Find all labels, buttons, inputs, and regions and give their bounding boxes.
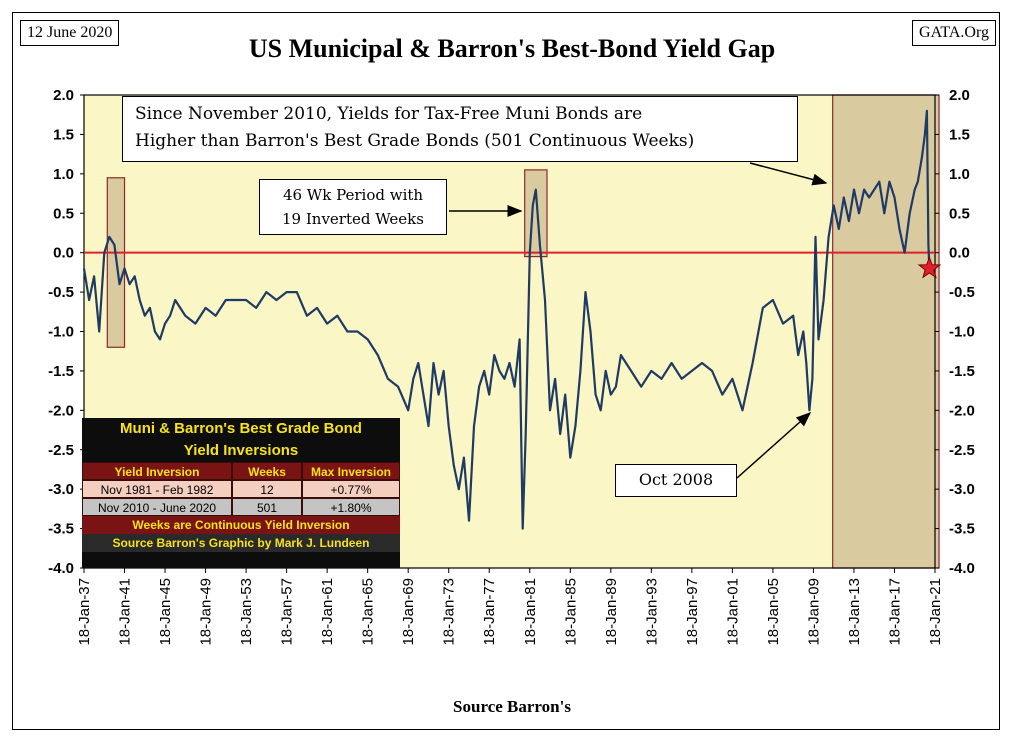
y-tick-label: -3.5 <box>48 521 74 538</box>
table-cell: Nov 1981 - Feb 1982 <box>82 480 232 498</box>
annotation-line: Since November 2010, Yields for Tax-Free… <box>135 104 643 124</box>
x-tick-label: 18-Jan-61 <box>319 578 336 646</box>
highlight-region <box>524 169 548 258</box>
table-title: Muni & Barron's Best Grade Bond <box>120 420 362 437</box>
yield-gap-line <box>82 109 931 530</box>
y-tick-label: -1.0 <box>949 324 975 341</box>
y-tick-label: 1.5 <box>949 126 970 143</box>
y-tick-label: 0.5 <box>53 205 74 222</box>
x-tick-label: 18-Jan-41 <box>117 578 134 646</box>
x-tick-label: 18-Jan-37 <box>76 578 93 646</box>
x-tick-label: 18-Jan-89 <box>603 578 620 646</box>
y-tick-label: -2.5 <box>48 442 74 459</box>
y-tick-label: -3.5 <box>949 521 975 538</box>
x-tick-label: 18-Jan-21 <box>927 578 944 646</box>
arrow-oct-2008 <box>736 412 812 479</box>
y-tick-label: 0.0 <box>949 245 970 262</box>
table-cell: +1.80% <box>302 498 400 516</box>
y-tick-label: 1.5 <box>53 126 74 143</box>
annotation-46-week: 46 Wk Period with 19 Inverted Weeks <box>259 179 447 235</box>
y-tick-label: 1.0 <box>53 166 74 183</box>
table-header: Weeks <box>232 462 302 480</box>
y-tick-label: -2.0 <box>48 402 74 419</box>
annotation-oct-2008: Oct 2008 <box>615 464 737 497</box>
arrow-since-2010 <box>749 162 828 186</box>
x-tick-label: 18-Jan-97 <box>684 578 701 646</box>
annotation-since-2010: Since November 2010, Yields for Tax-Free… <box>122 96 798 162</box>
x-tick-label: 18-Jan-13 <box>846 578 863 646</box>
table-footer: Weeks are Continuous Yield Inversion <box>82 516 400 534</box>
y-tick-label: -2.5 <box>949 442 975 459</box>
chart-title: US Municipal & Barron's Best-Bond Yield … <box>248 34 776 63</box>
highlight-region <box>832 94 940 569</box>
x-tick-label: 18-Jan-81 <box>522 578 539 646</box>
table-cell: +0.77% <box>302 480 400 498</box>
x-tick-label: 18-Jan-09 <box>805 578 822 646</box>
y-tick-label: 2.0 <box>53 87 74 104</box>
table-cell: 501 <box>232 498 302 516</box>
y-tick-label: -4.0 <box>949 560 975 577</box>
table-cell: Nov 2010 - June 2020 <box>82 498 232 516</box>
x-tick-label: 18-Jan-45 <box>157 578 174 646</box>
y-tick-label: 0.5 <box>949 205 970 222</box>
x-tick-label: 18-Jan-49 <box>198 578 215 646</box>
y-tick-label: 1.0 <box>949 166 970 183</box>
y-tick-label: -3.0 <box>949 481 975 498</box>
table-credit: Source Barron's Graphic by Mark J. Lunde… <box>82 534 400 552</box>
y-tick-label: -3.0 <box>48 481 74 498</box>
y-tick-label: -0.5 <box>48 284 74 301</box>
y-tick-label: 2.0 <box>949 87 970 104</box>
table-cell: 12 <box>232 480 302 498</box>
y-tick-label: -1.0 <box>48 324 74 341</box>
x-tick-label: 18-Jan-53 <box>238 578 255 646</box>
x-tick-label: 18-Jan-01 <box>724 578 741 646</box>
x-tick-label: 18-Jan-77 <box>481 578 498 646</box>
x-tick-label: 18-Jan-05 <box>765 578 782 646</box>
highlight-regions <box>106 94 940 569</box>
site-label: GATA.Org <box>912 20 996 46</box>
x-tick-label: 18-Jan-17 <box>886 578 903 646</box>
y-axis-left: 2.0 1.5 1.0 0.5 0.0 -0.5 -1.0 -1.5 -2.0 -2.5 -3.0 -… <box>48 87 84 577</box>
y-tick-label: -2.0 <box>949 402 975 419</box>
x-tick-label: 18-Jan-65 <box>360 578 377 646</box>
table-header: Max Inversion <box>302 462 400 480</box>
y-axis-right: 2.0 1.5 1.0 0.5 0.0 -0.5 -1.0 -1.5 -2.0 -2.5 -3.0 -… <box>935 87 975 577</box>
y-tick-label: 0.0 <box>53 245 74 262</box>
annotation-line: 19 Inverted Weeks <box>282 210 424 228</box>
table-row: Nov 2010 - June 2020 501 +1.80% <box>82 498 400 516</box>
y-tick-label: -4.0 <box>48 560 74 577</box>
annotation-line: Higher than Barron's Best Grade Bonds (5… <box>135 131 695 151</box>
annotation-arrows <box>449 162 828 479</box>
current-value-marker <box>917 255 942 279</box>
annotation-line: 46 Wk Period with <box>282 186 424 204</box>
x-tick-label: 18-Jan-85 <box>562 578 579 646</box>
table-header-row: Yield Inversion Weeks Max Inversion <box>82 462 400 480</box>
y-tick-label: -0.5 <box>949 284 975 301</box>
x-tick-label: 18-Jan-69 <box>400 578 417 646</box>
star-icon <box>917 255 942 279</box>
y-tick-label: -1.5 <box>949 363 975 380</box>
x-tick-label: 18-Jan-93 <box>643 578 660 646</box>
x-axis: 18-Jan-37 18-Jan-41 18-Jan-45 18-Jan-49 18-J… <box>76 568 944 646</box>
y-tick-label: -1.5 <box>48 363 74 380</box>
x-axis-title: Source Barron's <box>453 697 571 716</box>
table-header: Yield Inversion <box>82 462 232 480</box>
inversion-table: Muni & Barron's Best Grade Bond Yield In… <box>82 418 400 568</box>
table-row: Nov 1981 - Feb 1982 12 +0.77% <box>82 480 400 498</box>
x-tick-label: 18-Jan-73 <box>441 578 458 646</box>
date-label: 12 June 2020 <box>20 20 120 46</box>
table-subtitle: Yield Inversions <box>183 442 299 459</box>
x-tick-label: 18-Jan-57 <box>279 578 296 646</box>
